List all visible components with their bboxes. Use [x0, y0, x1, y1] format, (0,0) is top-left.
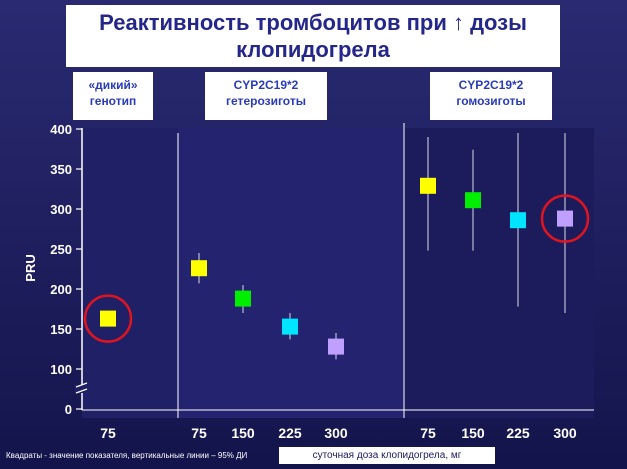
plot-panel-right: [404, 128, 594, 418]
x-tick-label: 225: [506, 425, 530, 441]
data-point-square: [235, 290, 251, 307]
data-point-square: [557, 210, 573, 227]
x-tick-label: 150: [461, 425, 485, 441]
data-points: [100, 177, 573, 355]
plot-panel-middle: [178, 128, 404, 418]
data-point-square: [282, 318, 298, 335]
x-tick-label: 75: [100, 425, 116, 441]
y-tick-label: 100: [50, 362, 72, 377]
data-point-square: [465, 192, 481, 209]
x-tick-label: 225: [278, 425, 302, 441]
data-point-square: [328, 338, 344, 355]
group-label-line: «дикий»: [88, 78, 138, 92]
y-tick-label: 250: [50, 242, 72, 257]
plot-panel-left: [82, 128, 178, 418]
highlight-ring: [83, 294, 133, 343]
y-tick-label: 300: [50, 202, 72, 217]
error-bars: [198, 133, 566, 360]
highlight-rings: [83, 194, 590, 343]
x-tick-label: 150: [231, 425, 255, 441]
x-tick-label: 75: [420, 425, 436, 441]
y-tick-label: 400: [50, 122, 72, 137]
axis-break-mark: [75, 382, 89, 394]
group-label-line: генотип: [89, 94, 137, 108]
y-tick-label: 150: [50, 322, 72, 337]
group-label-line: CYP2C19*2: [233, 78, 299, 92]
slide-title: Реактивность тромбоцитов при ↑ дозы клоп…: [99, 10, 527, 62]
highlight-ring: [540, 194, 590, 243]
x-tick-label: 75: [191, 425, 207, 441]
footnote: Квадраты - значение показателя, вертикал…: [6, 451, 248, 460]
title-box: Реактивность тромбоцитов при ↑ дозы клоп…: [66, 5, 560, 67]
y-axis-title: PRU: [23, 254, 38, 281]
group-label-line: CYP2C19*2: [458, 78, 524, 92]
y-tick-label: 350: [50, 162, 72, 177]
x-tick-label: 300: [324, 425, 348, 441]
group-label-line: гомозиготы: [456, 94, 526, 108]
x-tick-label: 300: [553, 425, 577, 441]
y-tick-label: 200: [50, 282, 72, 297]
data-point-square: [420, 177, 436, 194]
data-point-square: [100, 310, 116, 327]
x-axis-title: суточная доза клопидогрела, мг: [279, 447, 495, 464]
group-label-wild-type: «дикий» генотип: [73, 72, 153, 120]
data-point-square: [510, 212, 526, 229]
group-label-heterozygotes: CYP2C19*2 гетерозиготы: [205, 72, 327, 120]
group-label-line: гетерозиготы: [226, 94, 306, 108]
y-tick-label: 0: [65, 402, 72, 417]
y-ticks: 0 100 150 200 250 300 350 400: [50, 122, 82, 417]
data-point-square: [191, 260, 207, 277]
x-ticks: 75 75 150 225 300 75 150 225 300: [100, 425, 577, 441]
group-label-homozygotes: CYP2C19*2 гомозиготы: [430, 72, 552, 120]
axes: PRU: [23, 123, 594, 418]
